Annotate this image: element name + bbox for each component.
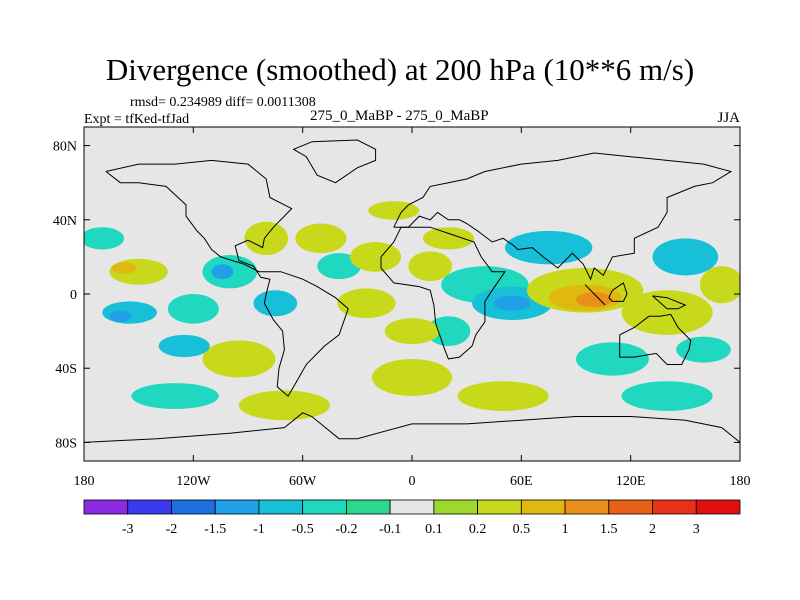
colorbar-swatch [652,499,697,515]
experiment-label: Expt = tfKed-tfJad [84,112,190,127]
colorbar-swatch [608,499,653,515]
colorbar-label: -0.1 [379,522,401,537]
season-label: JJA [717,110,740,126]
colorbar-label: -1.5 [204,522,226,537]
field-patch [131,383,219,410]
y-tick-label: 40S [55,362,77,377]
field-patch [211,264,234,280]
field-patch [384,318,440,345]
coastline-path [608,282,628,302]
comparison-label: 275_0_MaBP - 275_0_MaBP [310,108,489,124]
field-patch [621,381,713,411]
field-patch [102,301,157,324]
colorbar-swatch [520,499,566,515]
colorbar-swatch [258,499,304,515]
colorbar-swatch [83,499,129,515]
colorbar-label: 2 [649,522,656,537]
colorbar-swatch [477,499,522,515]
field-patch [253,290,298,317]
coastline-path [292,139,377,184]
chart-title: Divergence (smoothed) at 200 hPa (10**6 … [105,52,695,87]
field-patch [295,223,347,254]
colorbar-label: -3 [122,522,134,537]
field-patch [422,227,474,250]
colorbar-label: 1.5 [600,522,618,537]
colorbar-label: 0.1 [425,522,443,537]
colorbar-label: 1 [562,522,569,537]
field-patch [504,230,593,265]
colorbar-swatch [214,499,260,515]
y-tick-label: 80S [55,436,77,451]
field-patch [699,266,740,304]
coastline-path [652,295,687,310]
colorbar-swatch [695,499,741,515]
field-patch [84,227,125,250]
field-patch [244,221,289,256]
axes: 180 120W 60W 0 60E 120E 180 80N 40N 0 40S 80S [53,127,751,489]
colorbar-swatch [389,499,435,515]
colorbar-swatch [171,499,216,515]
x-tick-label: 120W [176,474,211,489]
x-tick-label: 180 [730,474,751,489]
coastline-path [619,313,692,365]
colorbar-swatch [564,499,610,515]
field-patch [238,390,330,421]
field-patch [109,310,132,322]
field-patch [368,201,420,220]
field-patch [457,381,549,411]
field-patch [337,288,396,319]
field-patch [317,253,361,280]
field-patch [350,242,402,272]
colorbar-label: -1 [253,522,265,537]
x-tick-label: 60E [510,474,533,489]
field-patch [167,294,219,324]
colorbar-swatch [433,499,479,515]
colorbar-label: 0.5 [513,522,531,537]
colorbar-label: -0.5 [292,522,314,537]
coastline-path [584,284,606,306]
colorbar-label: 3 [693,522,700,537]
colorbar-swatch [302,499,347,515]
x-tick-label: 0 [409,474,416,489]
field-patch [652,238,719,276]
coastline [84,139,740,443]
field-patch [576,342,649,376]
x-tick-label: 180 [74,474,95,489]
field-patch [111,262,137,274]
colorbar: -3 -2 -1.5 -1 -0.5 -0.2 -0.1 0.1 0.2 0.5 1 1.5 2 3 [83,499,741,537]
colorbar-label: -2 [166,522,178,537]
x-tick-label: 60W [289,474,317,489]
y-tick-label: 0 [70,288,77,303]
divergence-field [84,201,740,421]
field-patch [408,251,453,282]
colorbar-label: -0.2 [335,522,357,537]
coastline-path [380,226,506,360]
y-tick-label: 80N [53,140,77,155]
stats-label: rmsd= 0.234989 diff= 0.0011308 [130,95,316,110]
field-patch [621,290,713,335]
colorbar-swatch [127,499,172,515]
field-patch [158,334,210,358]
field-patch [426,316,471,346]
field-patch [494,295,531,311]
coastline-path [84,412,740,443]
x-tick-label: 120E [616,474,646,489]
field-patch [202,340,276,378]
colorbar-swatch [345,499,391,515]
field-patch [371,358,453,397]
colorbar-label: 0.2 [469,522,487,537]
coastline-path [393,152,733,281]
y-tick-label: 40N [53,214,77,229]
coastline-path [105,159,349,397]
